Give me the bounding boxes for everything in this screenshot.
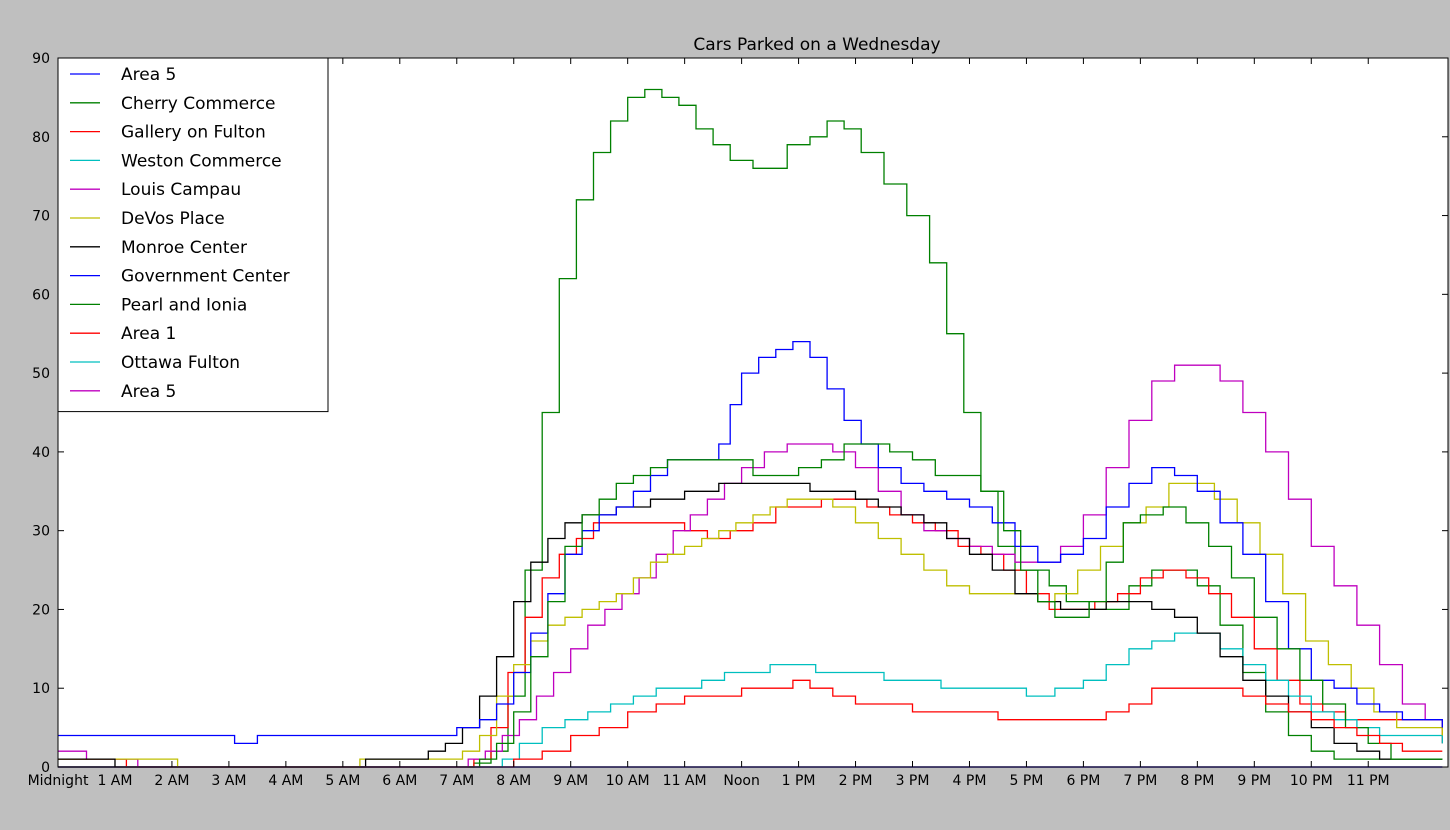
series-line-7 [58,482,1443,768]
series-line-10 [58,679,1443,768]
legend-label: Louis Campau [121,180,241,200]
x-tick-label: 10 AM [606,773,650,789]
y-tick-label: 0 [41,760,50,776]
legend-label: Gallery on Fulton [121,123,266,143]
x-tick-label: 11 PM [1347,773,1390,789]
legend-label: Area 5 [121,65,176,85]
x-tick-label: 8 AM [496,773,531,789]
legend-label: Ottawa Fulton [121,353,240,373]
x-tick-label: 5 PM [1009,773,1043,789]
x-tick-label: 1 PM [782,773,816,789]
x-tick-label: 10 PM [1290,773,1333,789]
x-tick-label: 9 PM [1237,773,1271,789]
x-tick-label: 2 AM [154,773,189,789]
x-tick-label: Noon [723,773,759,789]
y-tick-label: 70 [32,209,50,225]
x-tick-label: 11 AM [663,773,707,789]
legend-label: Area 1 [121,324,176,344]
chart-title: Cars Parked on a Wednesday [693,35,940,55]
y-tick-label: 50 [32,366,50,382]
series-line-9 [58,443,1443,768]
legend-label: Pearl and Ionia [121,295,247,315]
x-tick-label: 4 AM [268,773,303,789]
x-tick-label: 6 AM [382,773,417,789]
y-tick-label: 10 [32,681,50,697]
series-line-5 [58,364,1443,768]
legend: Area 5 Cherry Commerce Gallery on Fulton We… [57,57,329,413]
x-tick-label: 6 PM [1066,773,1100,789]
legend-label: Weston Commerce [121,151,282,171]
legend-label: Government Center [121,267,290,287]
series-line-8 [58,340,1443,745]
x-tick-label: Midnight [28,773,89,789]
plot-frame [57,57,1449,768]
x-tick-label: 1 AM [97,773,132,789]
legend-label: Cherry Commerce [121,94,276,114]
x-tick-label: 3 AM [211,773,246,789]
x-tick-label: 3 PM [896,773,930,789]
y-tick-label: 30 [32,524,50,540]
legend-label: Monroe Center [121,238,247,258]
x-tick-label: 7 AM [439,773,474,789]
x-tick-label: 8 PM [1180,773,1214,789]
series-line-4 [58,632,1443,768]
y-tick-label: 60 [32,287,50,303]
x-tick-label: 9 AM [553,773,588,789]
legend-box [57,57,329,413]
tick-layer: 0 10 20 30 40 50 60 70 80 90 Midnight 1 AM 2 AM 3 AM 4… [28,51,1448,789]
legend-label: DeVos Place [121,209,225,229]
x-tick-label: 2 PM [839,773,873,789]
y-tick-label: 20 [32,602,50,618]
x-tick-label: 4 PM [953,773,987,789]
series-line-2 [58,88,1443,768]
y-tick-label: 80 [32,130,50,146]
x-tick-label: 7 PM [1123,773,1157,789]
y-tick-label: 90 [32,51,50,67]
y-tick-label: 40 [32,445,50,461]
x-tick-label: 5 AM [325,773,360,789]
legend-label: Area 5 [121,382,176,402]
